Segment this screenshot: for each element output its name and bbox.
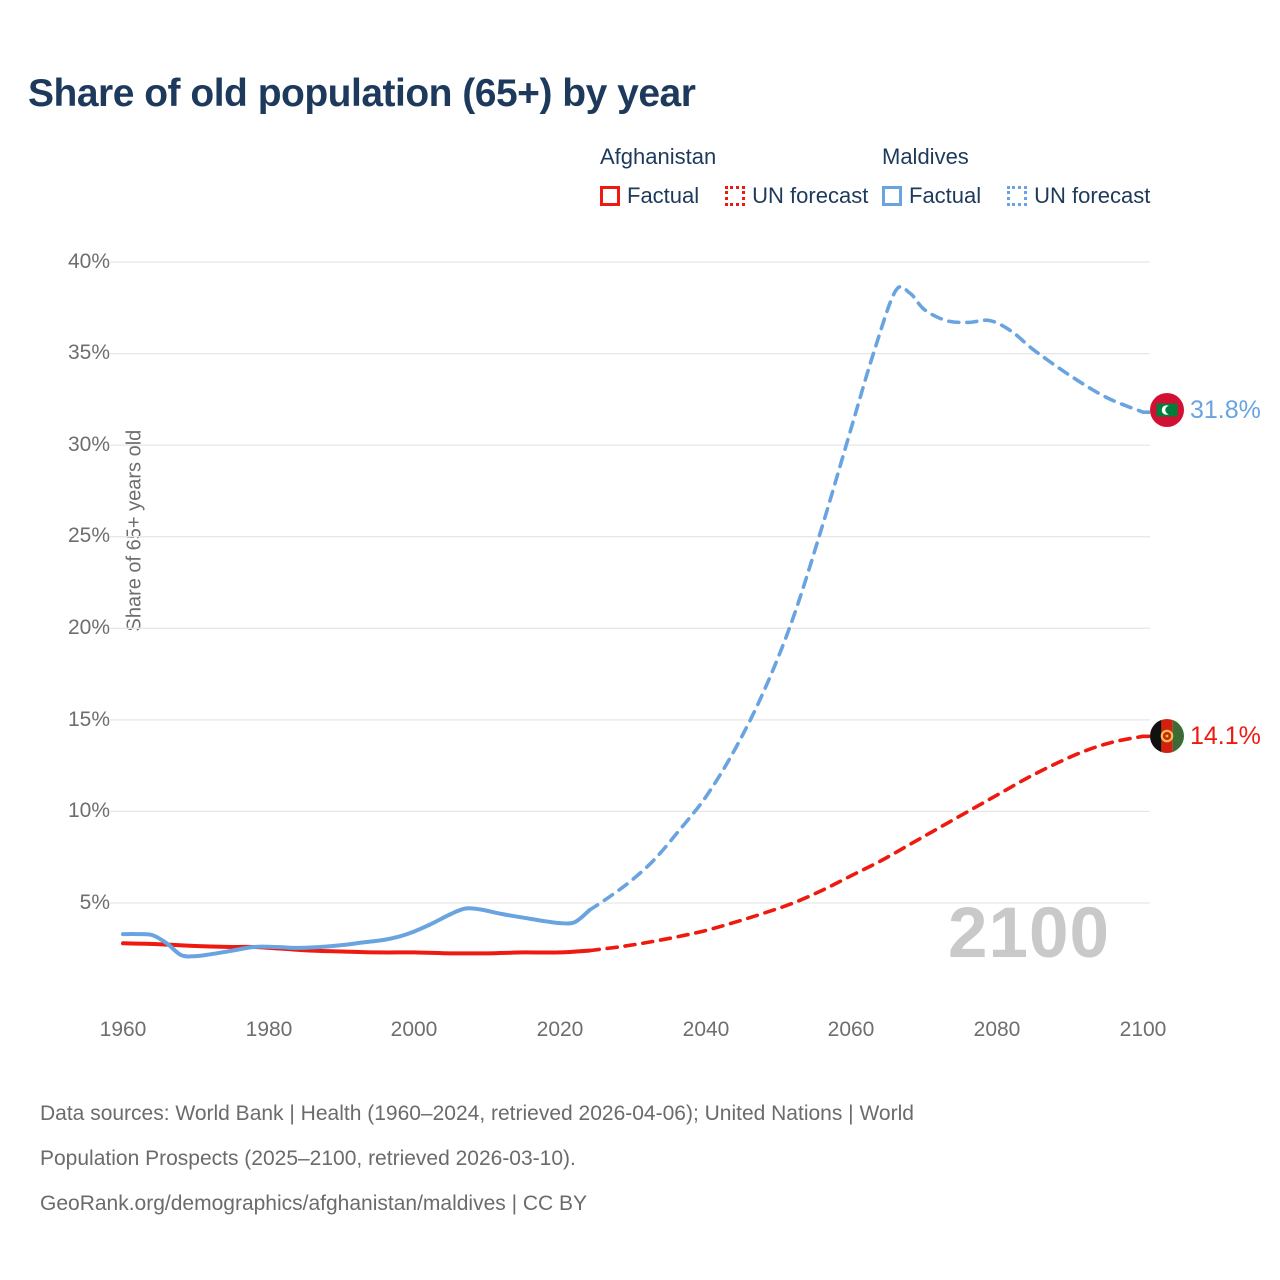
maldives-factual-label: Factual bbox=[909, 183, 982, 208]
curve-maldives-un-forecast bbox=[587, 284, 1145, 913]
maldives-factual-swatch-icon bbox=[882, 186, 902, 206]
maldives-forecast-swatch-icon bbox=[1007, 186, 1028, 206]
x-tick-2060: 2060 bbox=[827, 1018, 875, 1041]
y-tick-15: 15% bbox=[67, 708, 110, 731]
curve-maldives-factual bbox=[121, 906, 592, 959]
x-tick-1960: 1960 bbox=[99, 1018, 147, 1041]
legend-country-afghanistan: Afghanistan bbox=[600, 144, 717, 169]
legend-group-afghanistan: Afghanistan Factual UN forecast bbox=[600, 144, 894, 209]
afghanistan-end-value: 14.1% bbox=[1190, 722, 1261, 750]
x-tick-2040: 2040 bbox=[682, 1018, 730, 1041]
y-tick-25: 25% bbox=[67, 524, 110, 547]
y-tick-40: 40% bbox=[67, 250, 110, 273]
data-sources-line-3: GeoRank.org/demographics/afghanistan/mal… bbox=[40, 1192, 588, 1215]
series-curves bbox=[121, 284, 1150, 959]
maldives-forecast-label: UN forecast bbox=[1034, 183, 1151, 208]
data-sources-line-2: Population Prospects (2025–2100, retriev… bbox=[40, 1147, 576, 1170]
curve-afghanistan-factual bbox=[121, 941, 592, 956]
afghanistan-factual-label: Factual bbox=[627, 183, 700, 208]
x-tick-1980: 1980 bbox=[245, 1018, 293, 1041]
gridlines bbox=[110, 261, 1150, 904]
maldives-flag-icon bbox=[1150, 393, 1184, 427]
y-tick-35: 35% bbox=[67, 341, 110, 364]
y-tick-20: 20% bbox=[67, 616, 110, 639]
afghanistan-forecast-swatch-icon bbox=[725, 186, 746, 206]
watermark-year: 2100 bbox=[948, 894, 1110, 973]
x-tick-2020: 2020 bbox=[536, 1018, 584, 1041]
data-sources-line-1: Data sources: World Bank | Health (1960–… bbox=[40, 1102, 914, 1125]
x-tick-2080: 2080 bbox=[973, 1018, 1021, 1041]
afghanistan-factual-swatch-icon bbox=[600, 186, 620, 206]
x-tick-2100: 2100 bbox=[1119, 1018, 1167, 1041]
y-tick-30: 30% bbox=[67, 433, 110, 456]
afghanistan-forecast-label: UN forecast bbox=[752, 183, 869, 208]
page-title: Share of old population (65+) by year bbox=[28, 72, 696, 115]
legend-country-maldives: Maldives bbox=[882, 144, 969, 169]
y-axis-title: Share of 65+ years old bbox=[123, 429, 146, 632]
y-tick-10: 10% bbox=[67, 799, 110, 822]
x-tick-2000: 2000 bbox=[390, 1018, 438, 1041]
y-tick-5: 5% bbox=[79, 891, 110, 914]
afghanistan-flag-icon bbox=[1150, 719, 1184, 753]
legend-group-maldives: Maldives Factual UN forecast bbox=[882, 144, 1176, 209]
maldives-end-value: 31.8% bbox=[1190, 396, 1261, 424]
data-sources-note: Data sources: World Bank | Health (1960–… bbox=[40, 1091, 914, 1226]
